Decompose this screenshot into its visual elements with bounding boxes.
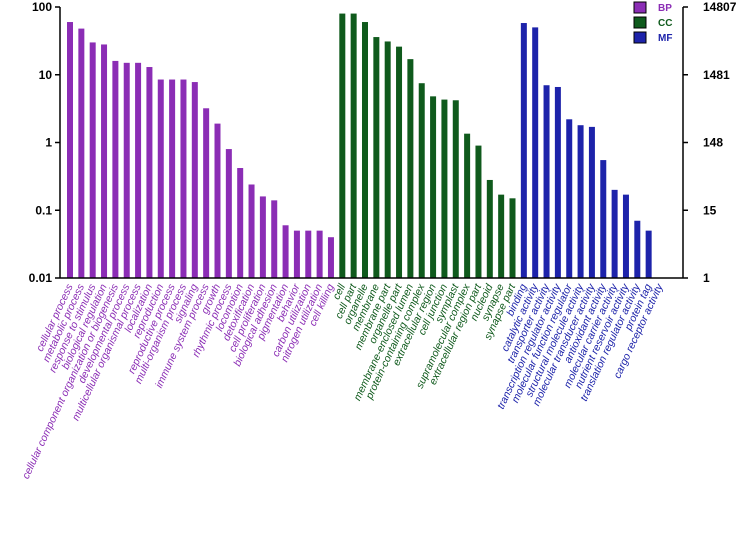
legend-swatch-mf — [633, 31, 647, 44]
bar-reproductive-process — [169, 79, 176, 278]
bar-multi-organism-process — [180, 79, 187, 278]
bar-cell-killing — [327, 237, 334, 278]
legend: BP CC MF — [633, 1, 672, 44]
y-tick-label-right: 1 — [703, 271, 710, 285]
legend-swatch-bp — [633, 1, 647, 14]
y-tick-label-left: 0.01 — [29, 271, 53, 285]
bar-biological-regulation — [101, 44, 108, 279]
bar-reproduction — [157, 79, 164, 278]
bar-cell-junction — [441, 99, 448, 278]
bar-cell — [339, 13, 346, 278]
axes-group: 0.01 1 0.1 15 1 148 10 1481 100 14807 — [29, 0, 737, 285]
y-tick-label-left: 10 — [39, 68, 53, 82]
bar-membrane-part — [384, 41, 391, 279]
bar-binding — [520, 23, 527, 279]
y-tick-label-left: 100 — [32, 0, 52, 14]
y-tick-label-left: 1 — [45, 136, 52, 150]
bar-nutrient-reservoir-activity — [622, 194, 629, 278]
bar-molecular-transducer-activity — [588, 126, 595, 278]
bar-antioxidant-activity — [600, 160, 607, 278]
bar-response-to-stimulus — [89, 42, 96, 279]
bar-membrane-enclosed-lumen — [407, 59, 414, 278]
legend-label-mf: MF — [658, 33, 672, 44]
bar-cellular-process — [67, 22, 73, 279]
bar-molecular-carrier-activity — [611, 189, 618, 278]
bar-translation-regulator-activity — [634, 220, 641, 278]
bar-behavior — [293, 230, 300, 278]
bar-supramolecular-complex — [464, 133, 471, 278]
bar-molecular-function-regulator — [566, 119, 573, 278]
bar-cellular-component-organization-or-biogenesis — [112, 60, 119, 278]
bar-biological-adhesion — [271, 200, 278, 278]
y-tick-label-right: 15 — [703, 203, 717, 217]
bar-growth — [214, 123, 221, 278]
y-tick-label-right: 148 — [703, 136, 723, 150]
bar-protein-containing-complex — [418, 83, 425, 279]
bar-cell-proliferation — [259, 196, 266, 278]
bar-membrane — [373, 37, 380, 279]
bar-localization — [146, 67, 153, 278]
bar-symplast — [452, 100, 459, 279]
legend-label-bp: BP — [658, 3, 672, 14]
bar-developmental-process — [123, 62, 130, 278]
bar-organelle — [362, 22, 368, 279]
bar-locomotion — [237, 168, 244, 278]
bar-protein-tag — [645, 230, 652, 278]
bar-synapse-part — [509, 198, 516, 278]
bar-synapse — [498, 194, 505, 278]
bar-multicellular-organismal-process — [135, 62, 142, 278]
bar-signaling — [191, 82, 198, 278]
y-tick-label-right: 14807 — [703, 0, 737, 14]
bar-immune-system-process — [203, 108, 210, 278]
bar-catalytic-activity — [532, 27, 539, 278]
bar-extracellular-region — [430, 96, 437, 278]
bar-transporter-activity — [543, 85, 550, 279]
bar-extracellular-region-part — [475, 145, 482, 278]
bar-nucleoid — [486, 179, 493, 278]
legend-label-cc: CC — [658, 18, 672, 29]
legend-swatch-cc — [633, 16, 647, 29]
bar-carbon-utilization — [305, 230, 312, 278]
bars-group — [67, 13, 652, 279]
bar-rhythmic-process — [225, 149, 232, 278]
bar-transcription-regulator-activity — [554, 86, 561, 278]
y-tick-label-left: 0.1 — [35, 203, 52, 217]
bar-detoxification — [248, 184, 255, 278]
bar-structural-molecule-activity — [577, 125, 584, 279]
bar-pigmentation — [282, 225, 289, 278]
bar-metabolic-process — [78, 28, 85, 278]
bar-nitrogen-utilization — [316, 230, 323, 278]
bar-organelle-part — [396, 46, 403, 278]
bar-cell-part — [350, 13, 357, 278]
y-tick-label-right: 1481 — [703, 68, 730, 82]
